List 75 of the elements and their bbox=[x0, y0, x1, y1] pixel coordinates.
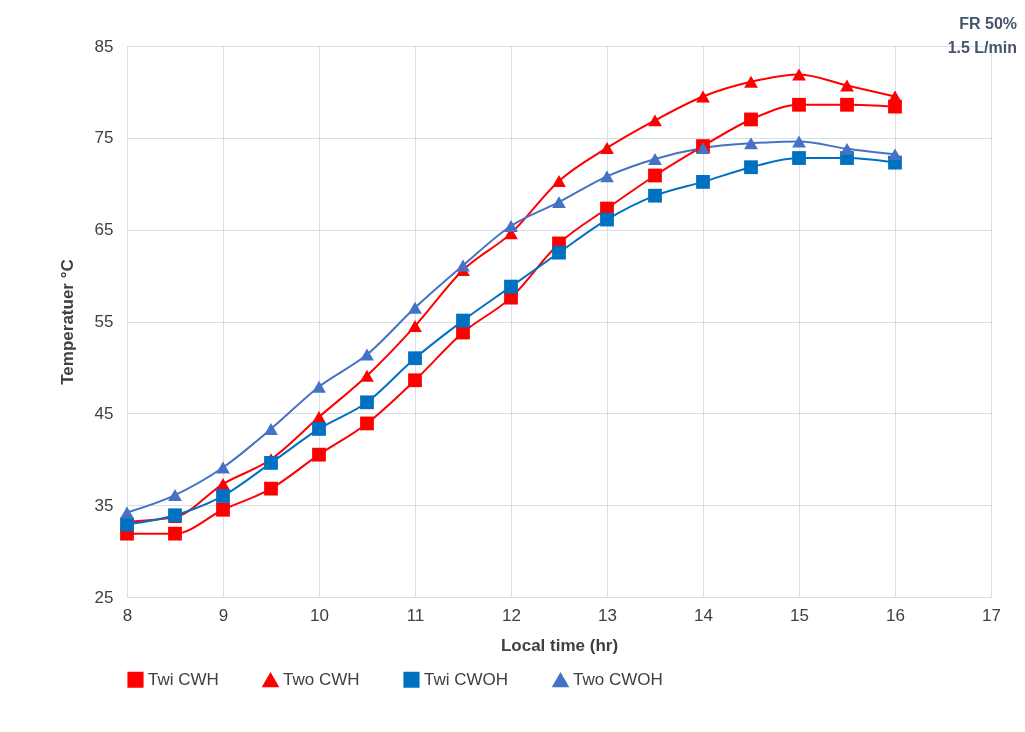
point bbox=[360, 395, 374, 410]
y-tick-label: 25 bbox=[94, 587, 114, 607]
x-tick-label: 10 bbox=[310, 605, 329, 625]
point bbox=[264, 456, 278, 470]
legend-label: Twi CWOH bbox=[424, 669, 509, 689]
x-tick-label: 14 bbox=[694, 605, 713, 625]
point bbox=[504, 220, 518, 232]
y-tick-label: 75 bbox=[94, 128, 114, 148]
point bbox=[648, 114, 662, 127]
point bbox=[504, 279, 518, 294]
point bbox=[216, 461, 230, 474]
point bbox=[792, 151, 806, 165]
x-tick-label: 12 bbox=[502, 605, 521, 625]
point bbox=[264, 481, 278, 496]
point bbox=[792, 68, 806, 81]
point bbox=[360, 416, 374, 431]
point bbox=[792, 97, 806, 112]
point bbox=[168, 489, 182, 502]
point bbox=[216, 502, 230, 517]
x-tick-label: 17 bbox=[982, 605, 1001, 625]
y-tick-label: 85 bbox=[94, 36, 114, 56]
x-tick-label: 13 bbox=[598, 605, 617, 625]
point bbox=[360, 348, 374, 361]
point bbox=[648, 188, 662, 203]
y-axis-title: Temperatuer °C bbox=[57, 259, 77, 385]
point bbox=[408, 301, 422, 314]
point bbox=[408, 351, 422, 366]
point bbox=[648, 168, 662, 183]
point bbox=[744, 137, 758, 150]
point bbox=[120, 517, 134, 532]
y-tick-label: 45 bbox=[94, 403, 114, 423]
point bbox=[360, 369, 374, 382]
x-tick-label: 16 bbox=[886, 605, 905, 625]
legend-label: Two CWH bbox=[283, 670, 360, 690]
point bbox=[600, 141, 614, 154]
point bbox=[648, 152, 662, 165]
point bbox=[888, 90, 902, 103]
point bbox=[120, 506, 134, 519]
point bbox=[312, 380, 326, 393]
point bbox=[312, 447, 326, 462]
point bbox=[456, 313, 470, 328]
point bbox=[600, 212, 614, 227]
annotation: 1.5 L/min bbox=[947, 39, 1017, 56]
point bbox=[168, 526, 182, 541]
point bbox=[408, 373, 422, 388]
point bbox=[696, 90, 710, 103]
x-tick-label: 8 bbox=[122, 605, 133, 625]
x-tick-label: 15 bbox=[790, 605, 809, 625]
y-tick-label: 35 bbox=[94, 495, 114, 515]
point bbox=[552, 175, 566, 187]
point bbox=[744, 112, 758, 127]
text: FR 50% bbox=[959, 15, 1017, 32]
point bbox=[552, 196, 566, 209]
point bbox=[744, 160, 758, 175]
point bbox=[312, 422, 326, 436]
legend-label: Two CWOH bbox=[573, 670, 663, 690]
point bbox=[456, 259, 470, 272]
point bbox=[408, 320, 422, 333]
point bbox=[744, 75, 758, 88]
x-axis-title: Local time (hr) bbox=[500, 635, 619, 655]
point bbox=[264, 422, 278, 435]
x-tick-label: 11 bbox=[406, 605, 425, 625]
y-tick-label: 65 bbox=[94, 220, 114, 240]
point bbox=[552, 245, 566, 260]
point bbox=[696, 175, 710, 189]
point bbox=[600, 170, 614, 183]
x-tick-label: 9 bbox=[218, 605, 229, 625]
point bbox=[792, 135, 806, 148]
point bbox=[888, 148, 902, 161]
point bbox=[840, 142, 854, 155]
legend-label: Twi CWH bbox=[148, 669, 219, 689]
point bbox=[216, 489, 230, 503]
point bbox=[840, 97, 854, 112]
point bbox=[840, 79, 854, 92]
y-tick-label: 55 bbox=[94, 312, 114, 331]
